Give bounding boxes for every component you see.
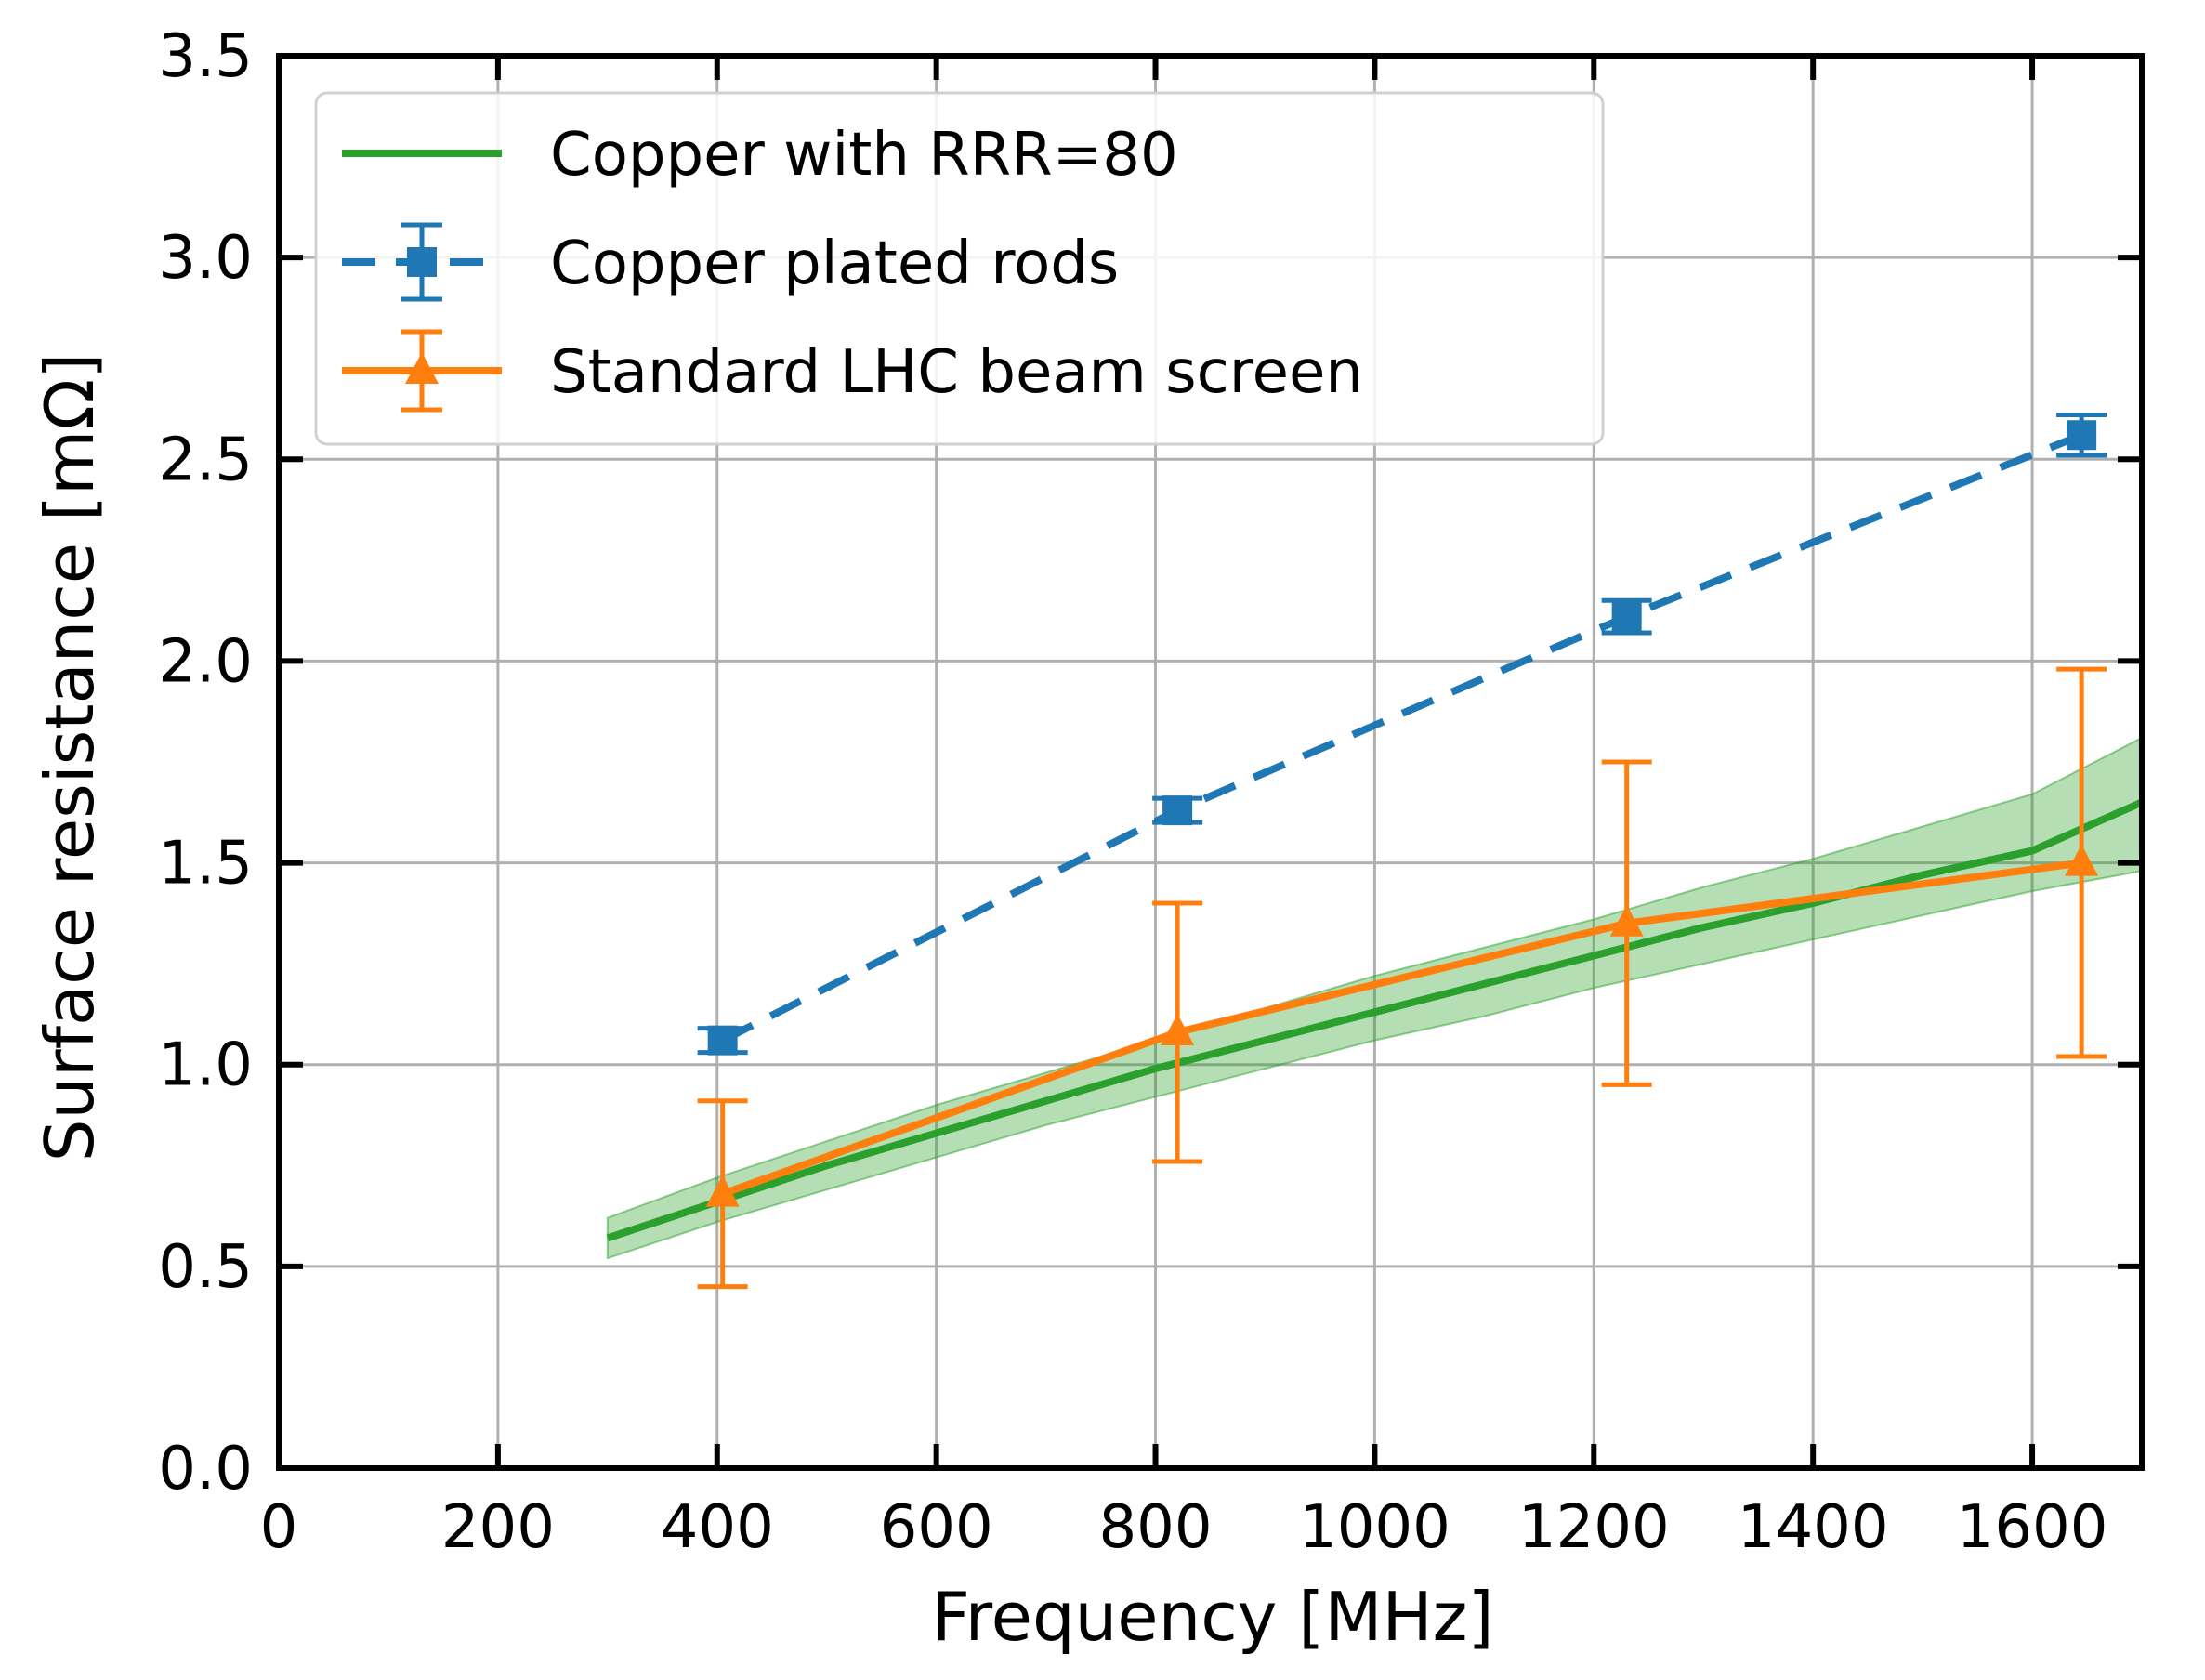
legend-swatches [342, 150, 502, 413]
x-tick-label-2: 400 [661, 1493, 774, 1562]
copper-plated-rods-marker-1 [1162, 795, 1193, 826]
copper-plated-rods-marker-3 [2067, 420, 2097, 451]
y-tick-label-4: 2.0 [158, 627, 253, 696]
x-tick-label-5: 1000 [1299, 1493, 1450, 1562]
legend-swatch-copper-plated-rods-marker [407, 247, 437, 277]
x-tick-label-1: 200 [441, 1493, 555, 1562]
x-tick-label-8: 1600 [1957, 1493, 2108, 1562]
standard-lhc-beam-screen-marker-2 [1609, 904, 1644, 937]
y-tick-label-2: 1.0 [158, 1031, 253, 1100]
y-tick-label-3: 1.5 [158, 830, 253, 899]
x-tick-label-4: 800 [1098, 1493, 1212, 1562]
legend-swatch-standard-lhc-beam-screen-marker [405, 352, 439, 384]
standard-lhc-beam-screen-marker-3 [2065, 844, 2099, 876]
y-tick-label-5: 2.5 [158, 426, 253, 494]
tick-label-layer: 0 200 400 600 800 1000 1200 1400 1600 0.0 0.5 1.0 1.… [158, 22, 2107, 1562]
standard-lhc-beam-screen-line [721, 859, 2082, 1198]
copper-plated-rods-line [720, 431, 2083, 1044]
standard-lhc-beam-screen-marker-1 [1161, 1013, 1195, 1045]
x-tick-label-3: 600 [880, 1493, 993, 1562]
x-tick-label-0: 0 [260, 1493, 298, 1562]
plot-frame [276, 53, 2145, 1471]
legend-label-copper-rrr80: Copper with RRR=80 [550, 121, 1178, 190]
x-tick-label-7: 1400 [1738, 1493, 1889, 1562]
y-axis-title: Surface resistance [mΩ] [31, 353, 109, 1162]
copper-rrr80-line [606, 798, 2144, 1242]
copper-plated-rods-marker-0 [707, 1025, 738, 1056]
standard-lhc-beam-screen-marker-0 [705, 1175, 740, 1207]
y-tick-label-7: 3.5 [158, 22, 253, 91]
legend-label-copper-plated-rods: Copper plated rods [550, 230, 1119, 298]
series-layer [606, 413, 2144, 1290]
y-tick-label-1: 0.5 [158, 1233, 253, 1302]
legend: Copper with RRR=80 Copper plated rods St… [314, 91, 1605, 446]
x-tick-label-6: 1200 [1518, 1493, 1670, 1562]
y-tick-label-6: 3.0 [158, 224, 253, 293]
y-tick-label-0: 0.0 [158, 1435, 253, 1503]
legend-label-standard-lhc-beam-screen: Standard LHC beam screen [550, 338, 1363, 407]
legend-frame [314, 91, 1605, 446]
x-axis-title: Frequency [MHz] [931, 1578, 1493, 1656]
copper-plated-rods-marker-2 [1611, 601, 1642, 632]
axes-layer [276, 53, 2145, 1471]
